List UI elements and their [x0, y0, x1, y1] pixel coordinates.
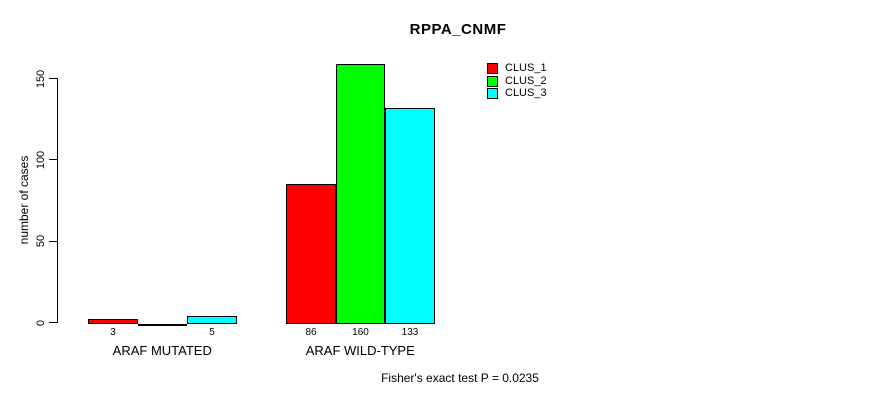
bar-value-label: 86	[305, 327, 317, 338]
bar-value-label: 160	[352, 327, 369, 338]
bar-value-label: 133	[401, 327, 419, 338]
bar-clus_3-2	[385, 108, 435, 324]
legend-swatch-clus_2	[487, 75, 498, 87]
bar-clus_1-1	[88, 319, 138, 324]
y-tick-label: 100	[35, 150, 47, 170]
x-category-label: ARAF WILD-TYPE	[305, 343, 415, 358]
bar-value-label: 5	[209, 327, 215, 338]
bar-clus_3-1	[187, 316, 237, 324]
y-axis-line	[57, 78, 58, 323]
bar-clus_2-1	[138, 324, 187, 326]
y-tick	[49, 322, 57, 323]
legend-label: CLUS_3	[505, 87, 547, 99]
y-tick	[49, 240, 57, 242]
fisher-test-annotation: Fisher's exact test P = 0.0235	[381, 371, 539, 385]
legend-label: CLUS_1	[505, 62, 547, 74]
legend-swatch-clus_1	[487, 63, 498, 74]
y-axis-label: number of cases	[17, 155, 31, 245]
legend-swatch-clus_3	[487, 88, 498, 99]
y-tick-label: 150	[35, 69, 47, 88]
y-tick-label: 50	[35, 235, 47, 248]
legend-label: CLUS_2	[505, 74, 547, 87]
bar-clus_2-2	[336, 64, 385, 324]
y-tick-label: 0	[35, 319, 47, 326]
y-tick	[49, 78, 57, 79]
bar-value-label: 3	[110, 327, 116, 338]
bar-clus_1-2	[286, 184, 336, 324]
chart-title: RPPA_CNMF	[409, 21, 507, 38]
y-tick	[49, 159, 57, 161]
x-category-label: ARAF MUTATED	[112, 343, 212, 358]
